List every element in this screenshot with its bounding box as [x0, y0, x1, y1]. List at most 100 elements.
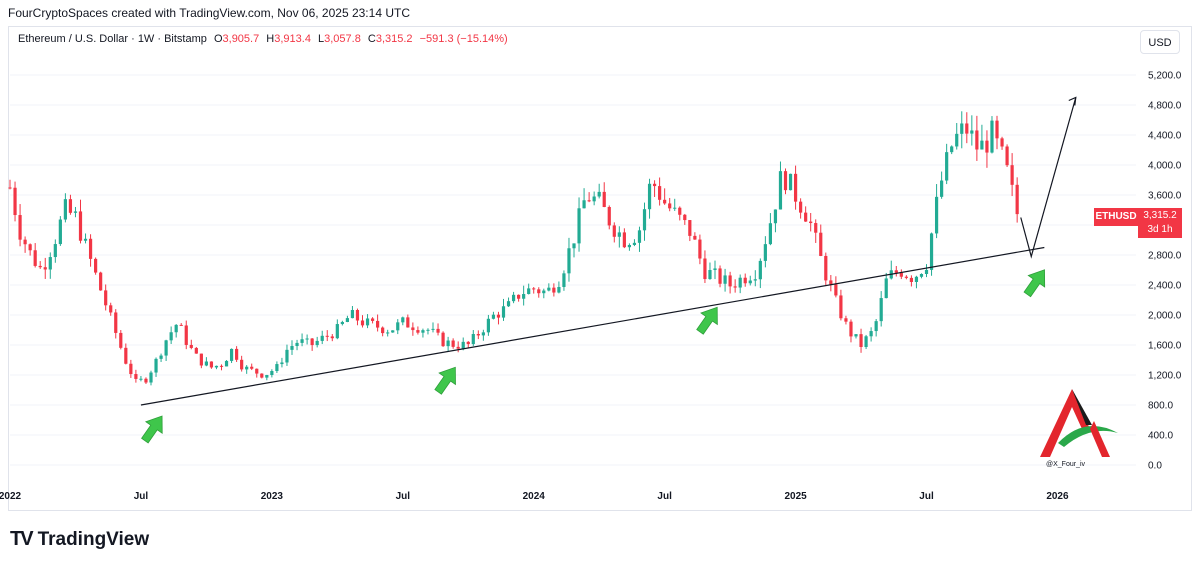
y-tick-label: 2,400.0 [1148, 281, 1182, 292]
candle-body [119, 332, 123, 348]
candle-body [386, 332, 390, 334]
price-tag-countdown: 3d 1h [1147, 224, 1173, 235]
candle-body [934, 196, 939, 234]
candle-body [950, 146, 954, 153]
candle-body [406, 317, 410, 328]
legend-change: −591.3 (−15.14%) [419, 33, 508, 45]
candle-body [788, 173, 793, 191]
candle-body [295, 342, 299, 347]
candle-body [78, 211, 83, 241]
candle-body [758, 260, 762, 280]
candle-body [869, 331, 873, 337]
candle-body [945, 152, 949, 181]
candle-body [305, 338, 309, 340]
candle-body [567, 248, 571, 274]
candle-body [154, 358, 158, 373]
candle-body [597, 191, 601, 197]
candle-body [179, 324, 183, 326]
candle-body [914, 276, 919, 282]
chart-frame [8, 26, 1192, 511]
candle-body [355, 309, 360, 321]
candle-body [229, 348, 234, 361]
candle-body [980, 140, 984, 150]
y-tick-label: 0.0 [1148, 461, 1162, 472]
candle-body [990, 120, 994, 153]
author-handle: @X_Four_iv [1046, 461, 1086, 468]
candle-body [804, 212, 808, 222]
y-tick-label: 3,600.0 [1148, 191, 1182, 202]
candle-body [924, 269, 929, 274]
candle-body [582, 200, 586, 209]
candle-body [250, 366, 254, 369]
legend-high: 3,913.4 [274, 33, 311, 45]
candle-body [778, 171, 783, 210]
candle-body [376, 320, 380, 328]
candle-body [83, 238, 88, 241]
candle-body [310, 338, 314, 346]
candle-body [73, 211, 78, 213]
candle-body [476, 334, 480, 336]
tradingview-wordmark: TradingView [37, 528, 150, 550]
candle-body [879, 298, 883, 322]
candle-body [552, 287, 556, 293]
candle-body [1015, 184, 1019, 215]
currency-button[interactable]: USD [1140, 30, 1180, 54]
candle-body [164, 340, 168, 356]
candle-body [713, 268, 717, 270]
candle-body [441, 332, 445, 347]
candle-body [829, 280, 833, 285]
candle-body [325, 335, 329, 337]
candle-body [315, 340, 319, 346]
y-tick-label: 2,000.0 [1148, 311, 1182, 322]
candle-body [960, 123, 964, 134]
candle-body [844, 318, 848, 322]
candle-body [970, 130, 974, 134]
support-trendline [140, 246, 1045, 406]
legend-symbol: Ethereum / U.S. Dollar · 1W · Bitstamp [18, 33, 207, 45]
x-tick-label: 2026 [1046, 491, 1069, 502]
candle-body [13, 187, 17, 216]
candle-body [723, 275, 727, 284]
candle-body [184, 325, 188, 345]
candle-body [919, 273, 924, 277]
candle-body [587, 200, 591, 202]
tradingview-logo-icon: TV [10, 528, 34, 550]
candle-body [743, 277, 747, 284]
author-logo-icon [1040, 389, 1118, 457]
candle-body [899, 272, 903, 277]
candle-body [632, 242, 637, 245]
candle-body [1010, 165, 1014, 185]
price-tag-symbol: ETHUSD [1094, 208, 1138, 226]
candle-body [68, 199, 73, 213]
candle-body [718, 268, 722, 284]
candle-body [849, 321, 853, 337]
candle-body [189, 344, 193, 348]
candle-body [577, 208, 581, 244]
candle-body [557, 286, 561, 293]
candle-body [728, 275, 732, 287]
x-tick-label: 2022 [0, 491, 22, 502]
candle-body [451, 340, 455, 347]
candle-body [592, 196, 596, 202]
candle-body [169, 332, 173, 341]
candle-body [995, 120, 999, 139]
tradingview-brand[interactable]: TV TradingView [10, 528, 149, 551]
candle-body [33, 250, 37, 266]
candle-body [411, 327, 415, 331]
bounce-arrow-icon [141, 415, 163, 444]
candle-body [819, 232, 823, 256]
candle-body [698, 239, 702, 259]
candle-body [527, 288, 531, 295]
candle-body [88, 238, 93, 259]
candle-body [139, 378, 143, 380]
y-tick-label: 4,800.0 [1148, 101, 1182, 112]
candle-body [773, 209, 778, 224]
candle-body [416, 330, 420, 333]
candle-body [753, 279, 757, 281]
candle-body [733, 286, 737, 288]
x-tick-label: Jul [396, 491, 411, 502]
candle-body [929, 233, 934, 270]
candle-body [793, 173, 798, 202]
candle-body [658, 186, 662, 200]
